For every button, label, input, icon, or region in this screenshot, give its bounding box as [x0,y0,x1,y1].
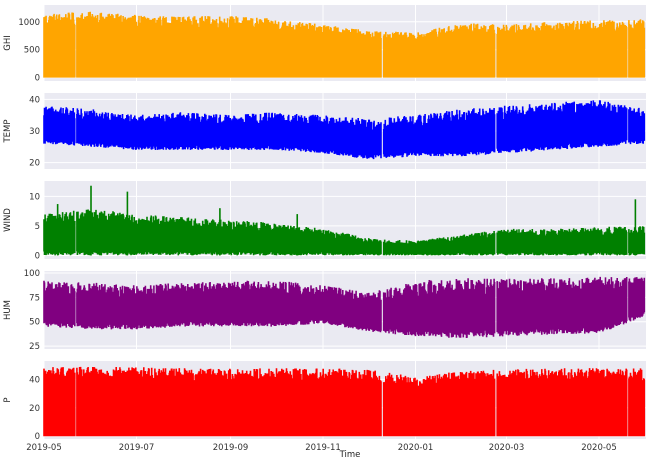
x-tick-label: 2020-05 [581,443,617,453]
y-tick-label: 75 [29,293,40,303]
series-temp [43,100,646,160]
series-ghi [43,11,646,78]
x-tick-label: 2019-07 [119,443,155,453]
y-tick-label: 0 [35,432,40,442]
y-tick-label: 20 [29,159,40,169]
y-tick-label: 10 [29,192,40,202]
y-axis-label: TEMP [3,119,13,143]
x-tick-label: 2020-01 [398,443,434,453]
y-tick-label: 500 [24,46,40,56]
y-tick-label: 25 [29,342,40,352]
y-tick-label: 40 [29,375,40,385]
y-axis-label: GHI [3,35,13,51]
x-tick-label: 2019-11 [305,443,341,453]
y-tick-label: 40 [29,95,40,105]
y-tick-label: 0 [35,74,40,84]
y-axis-label: P [3,397,13,402]
y-tick-label: 50 [29,318,40,328]
subplot-p: 0 20 40 P [3,361,646,442]
subplot-wind: 0 5 10 WIND [3,181,646,261]
x-tick-label: 2019-05 [26,443,62,453]
subplot-hum: 25 50 75 100 HUM [3,269,646,352]
x-tick-label: 2019-09 [213,443,249,453]
x-axis-label: Time [339,450,361,460]
subplot-ghi: 0 500 1000 GHI [3,5,646,84]
x-tick-label: 2020-03 [489,443,525,453]
subplot-temp: 20 30 40 TEMP [3,93,646,169]
y-tick-label: 100 [24,269,40,279]
y-tick-label: 30 [29,127,40,137]
y-axis-label: HUM [3,300,13,320]
y-tick-label: 0 [35,251,40,261]
y-tick-label: 1000 [18,18,40,28]
series-p [43,366,646,437]
y-axis-label: WIND [3,208,13,232]
y-tick-label: 20 [29,404,40,414]
series-wind [43,209,646,256]
y-tick-label: 5 [35,222,40,232]
series-hum [43,276,646,338]
